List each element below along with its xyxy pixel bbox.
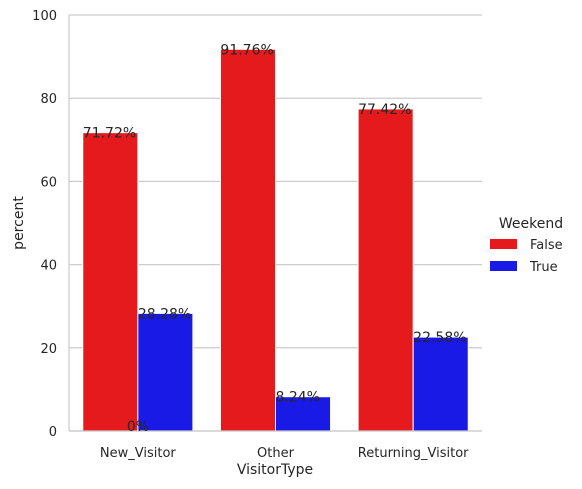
x-tick-label: Other: [257, 446, 295, 461]
legend-label-true: True: [529, 260, 558, 275]
y-axis-label: percent: [11, 196, 27, 250]
bar-true: [412, 336, 469, 432]
y-tick-label: 80: [40, 92, 57, 107]
bar-value-labels: 71.72% 28.28% 91.76% 8.24% 77.42% 22.58%: [83, 42, 467, 405]
bar-value-label: 28.28%: [138, 306, 191, 322]
legend-label-false: False: [530, 238, 563, 253]
legend-swatch-false: [490, 239, 517, 249]
legend-title: Weekend: [499, 216, 563, 232]
x-tick-label: New_Visitor: [100, 446, 177, 461]
legend: Weekend False True: [490, 216, 563, 275]
y-tick-label: 0: [49, 425, 57, 440]
y-tick-label: 40: [40, 259, 57, 274]
x-axis-label: VisitorType: [237, 462, 313, 478]
x-tick-label: Returning_Visitor: [358, 446, 469, 461]
bar-false: [82, 132, 139, 432]
y-tick-label: 20: [40, 342, 57, 357]
bars: [82, 48, 469, 432]
bar-false: [357, 108, 414, 432]
legend-swatch-true: [490, 261, 517, 271]
y-tick-labels: 0 20 40 60 80 100: [32, 9, 57, 440]
y-tick-label: 100: [32, 9, 57, 24]
bar-value-label: 22.58%: [413, 330, 466, 346]
bar-value-label: 77.42%: [358, 102, 411, 118]
bar-value-label: 71.72%: [83, 126, 136, 142]
bar-false: [219, 48, 276, 432]
y-tick-label: 60: [40, 175, 57, 190]
bar-value-label: 91.76%: [220, 42, 273, 58]
annotation-zero: 0%: [127, 419, 149, 435]
bar-true: [137, 312, 194, 432]
x-tick-labels: New_Visitor Other Returning_Visitor: [100, 446, 469, 461]
bar-value-label: 8.24%: [276, 390, 320, 406]
axes: [68, 15, 482, 432]
